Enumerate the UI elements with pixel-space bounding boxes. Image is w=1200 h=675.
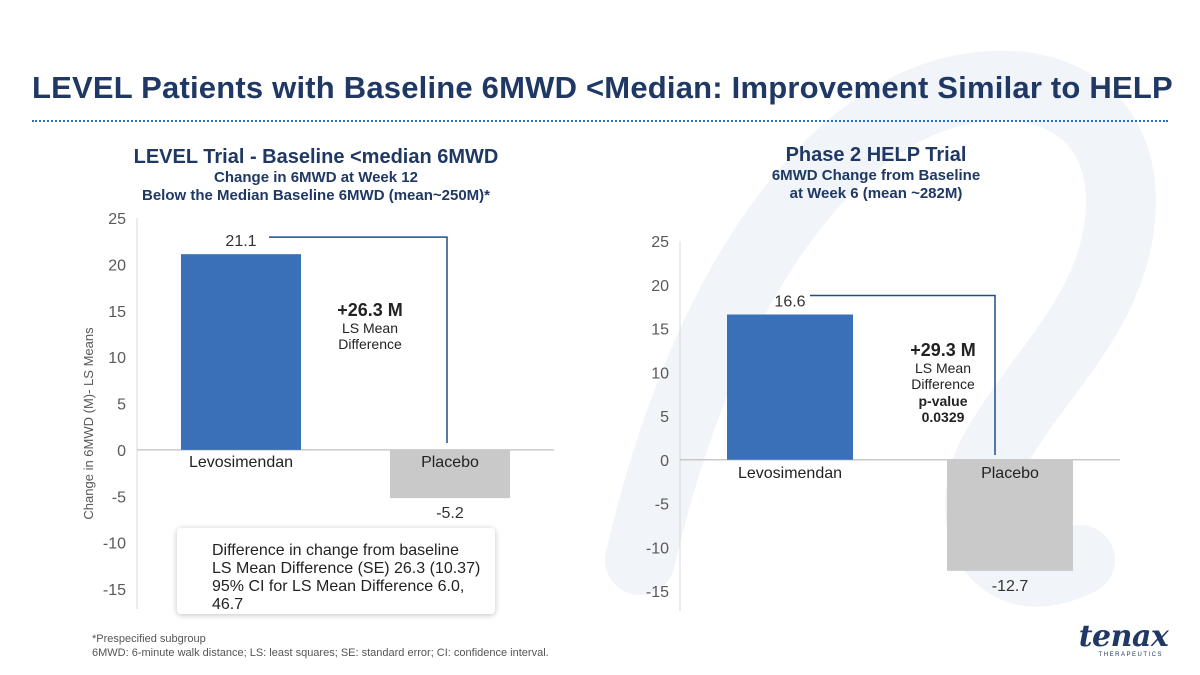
difference-bracket — [269, 236, 448, 443]
bar-value-label: 16.6 — [774, 294, 805, 311]
right-chart-title-block: Phase 2 HELP Trial 6MWD Change from Base… — [772, 143, 980, 203]
bar-placebo — [390, 449, 510, 499]
infobox-line-2: LS Mean Difference (SE) 26.3 (10.37) — [212, 560, 481, 577]
category-label: Placebo — [981, 465, 1039, 482]
left-diff-label-1: LS Mean — [342, 320, 398, 336]
category-label: Levosimendan — [189, 454, 293, 471]
y-tick-label: 20 — [651, 278, 669, 295]
y-tick-label: 5 — [660, 409, 669, 426]
right-difference-annotation: +29.3 M LS Mean Difference p-value 0.032… — [910, 340, 976, 425]
right-chart-subtitle-1: 6MWD Change from Baseline — [771, 167, 981, 184]
left-difference-annotation: +26.3 M LS Mean Difference — [337, 300, 403, 352]
y-tick-label: -5 — [655, 497, 669, 514]
y-tick-label: 0 — [660, 453, 669, 470]
left-difference-infobox: Difference in change from baseline LS Me… — [177, 528, 495, 614]
difference-bracket — [810, 294, 996, 455]
right-diff-label-2: Difference — [911, 376, 975, 392]
y-axis-label: Change in 6MWD (M)- LS Means — [81, 327, 96, 520]
y-tick-label: -10 — [646, 540, 669, 557]
bar-levosimendan — [727, 314, 853, 460]
right-diff-value: +29.3 M — [910, 340, 976, 360]
footnote-subgroup: *Prespecified subgroup — [92, 633, 206, 645]
bar-value-label: -12.7 — [992, 578, 1029, 595]
left-chart-subtitle-1: Change in 6MWD at Week 12 — [214, 169, 418, 186]
right-pvalue: 0.0329 — [922, 409, 965, 425]
tenax-logo: tenax THERAPEUTICS — [1076, 619, 1171, 659]
right-diff-label-1: LS Mean — [915, 360, 971, 376]
y-tick-label: 25 — [108, 211, 126, 228]
bar-placebo — [947, 459, 1073, 571]
category-label: Levosimendan — [738, 465, 842, 482]
left-bar-chart: 25 20 15 10 5 0 -5 -10 -15 Change in 6MWD (M)- LS… — [81, 211, 554, 609]
y-tick-label: 20 — [108, 257, 126, 274]
infobox-line-3: 95% CI for LS Mean Difference 6.0, 46.7 — [212, 578, 465, 613]
left-diff-value: +26.3 M — [337, 300, 403, 320]
right-chart-title: Phase 2 HELP Trial — [785, 144, 967, 166]
right-pvalue-label: p-value — [918, 393, 967, 409]
y-tick-label: 10 — [651, 365, 669, 382]
y-tick-label: -10 — [103, 536, 126, 553]
footnotes: *Prespecified subgroup 6MWD: 6-minute wa… — [92, 632, 549, 660]
left-diff-label-2: Difference — [338, 336, 402, 352]
y-tick-label: -15 — [103, 582, 126, 599]
y-tick-label: 25 — [651, 234, 669, 251]
left-chart-subtitle-2: Below the Median Baseline 6MWD (mean~250… — [141, 187, 490, 204]
y-tick-label: 15 — [651, 322, 669, 339]
y-tick-label: 5 — [117, 397, 126, 414]
left-chart-title: LEVEL Trial - Baseline <median 6MWD — [133, 146, 499, 168]
infobox-line-1: Difference in change from baseline — [212, 542, 459, 559]
right-bar-chart: 25 20 15 10 5 0 -5 -10 -15 16.6 Levosimendan -12.7 P… — [646, 234, 1120, 611]
y-tick-label: -15 — [646, 584, 669, 601]
y-tick-label: 15 — [108, 304, 126, 321]
y-tick-label: -5 — [112, 489, 126, 506]
logo-subtitle: THERAPEUTICS — [1098, 652, 1163, 658]
bar-value-label: -5.2 — [436, 505, 464, 522]
left-chart-title-block: LEVEL Trial - Baseline <median 6MWD Chan… — [134, 145, 499, 205]
bar-levosimendan — [181, 254, 301, 450]
page-title: LEVEL Patients with Baseline 6MWD <Media… — [32, 70, 1173, 105]
title-divider — [32, 120, 1168, 122]
y-tick-label: 10 — [108, 350, 126, 367]
category-label: Placebo — [421, 454, 479, 471]
logo-wordmark: tenax — [1078, 619, 1169, 654]
bar-value-label: 21.1 — [225, 233, 256, 250]
footnote-abbreviations: 6MWD: 6-minute walk distance; LS: least … — [92, 647, 549, 659]
y-tick-label: 0 — [117, 443, 126, 460]
right-chart-subtitle-2: at Week 6 (mean ~282M) — [789, 185, 963, 202]
